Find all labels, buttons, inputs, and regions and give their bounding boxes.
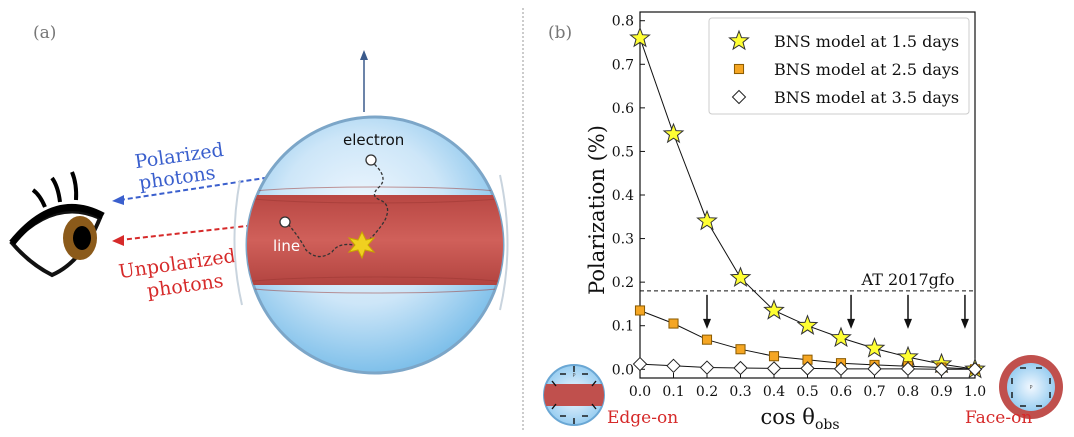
explosion-icon bbox=[347, 230, 376, 260]
x-tick-label: 0.7 bbox=[863, 384, 885, 400]
x-tick-label: 0.2 bbox=[696, 384, 718, 400]
panel-a-label: (a) bbox=[33, 23, 56, 43]
data-point-3 bbox=[867, 361, 882, 377]
face-on-label: Face-on bbox=[965, 408, 1032, 428]
data-point-1 bbox=[662, 122, 685, 144]
line-label: line bbox=[273, 237, 300, 255]
x-tick-label: 0.8 bbox=[897, 384, 919, 400]
face-inset-text: P bbox=[1029, 385, 1032, 391]
edge-on-inset: P bbox=[543, 364, 605, 426]
legend-marker-1 bbox=[728, 29, 750, 51]
data-point-2 bbox=[634, 305, 646, 316]
data-point-2 bbox=[701, 334, 713, 345]
y-tick-label: 0.8 bbox=[612, 14, 634, 30]
eye-icon bbox=[9, 171, 105, 278]
y-tick-label: 0.4 bbox=[612, 188, 634, 204]
upper-limit-arrowhead bbox=[703, 318, 711, 329]
polarization-chart: 0.0 0.1 0.2 0.3 0.4 0.5 0.6 0.7 0.8 0.9 1.0 0.0 0.1 0… bbox=[612, 11, 986, 400]
data-point-2 bbox=[668, 318, 679, 329]
data-point-3 bbox=[967, 362, 983, 377]
edge-inset-text: P bbox=[572, 373, 575, 379]
x-tick-label: 0.6 bbox=[830, 384, 852, 400]
limit-label: AT 2017gfo bbox=[861, 270, 955, 289]
equatorial-band bbox=[247, 195, 503, 285]
x-tick-label: 0.1 bbox=[662, 384, 684, 400]
legend-label-3: BNS model at 3.5 days bbox=[774, 88, 959, 107]
data-point-1 bbox=[863, 336, 886, 358]
data-point-1 bbox=[696, 209, 718, 231]
y-tick-label: 0.7 bbox=[612, 57, 634, 73]
data-point-3 bbox=[699, 360, 715, 375]
data-point-3 bbox=[900, 361, 916, 377]
data-point-1 bbox=[763, 299, 785, 320]
x-tick-label: 0.0 bbox=[629, 384, 651, 400]
panel-b-label: (b) bbox=[548, 23, 572, 43]
data-point-3 bbox=[733, 360, 748, 376]
data-point-3 bbox=[666, 358, 681, 374]
face-on-inset: P bbox=[999, 355, 1063, 419]
data-point-1 bbox=[796, 314, 819, 335]
data-point-2 bbox=[768, 351, 780, 362]
legend-marker-2 bbox=[733, 63, 745, 75]
x-tick-label: 0.5 bbox=[796, 384, 818, 400]
ejecta-sphere bbox=[233, 115, 509, 375]
data-point-3 bbox=[766, 361, 782, 376]
data-point-3 bbox=[632, 356, 648, 372]
y-tick-label: 0.3 bbox=[612, 232, 634, 248]
y-tick-label: 0.1 bbox=[612, 319, 634, 335]
legend-label-2: BNS model at 2.5 days bbox=[774, 60, 959, 79]
y-tick-label: 0.5 bbox=[612, 144, 634, 160]
data-point-1 bbox=[830, 326, 852, 348]
unpolarized-arrowhead bbox=[112, 235, 124, 246]
edge-on-label: Edge-on bbox=[607, 408, 678, 428]
data-point-1 bbox=[629, 26, 651, 48]
data-point-3 bbox=[800, 361, 815, 376]
upper-limit-arrowhead bbox=[847, 318, 856, 329]
photon-path-line bbox=[287, 223, 363, 258]
data-point-2 bbox=[735, 344, 746, 355]
legend-marker-3 bbox=[731, 89, 747, 105]
data-point-3 bbox=[833, 361, 849, 377]
y-axis-label: Polarization (%) bbox=[585, 125, 609, 295]
y-tick-label: 0.2 bbox=[612, 275, 634, 291]
upper-limit-arrowhead bbox=[904, 318, 912, 329]
line-dot bbox=[279, 216, 291, 228]
legend-box bbox=[708, 17, 970, 115]
x-tick-label: 0.3 bbox=[729, 384, 751, 400]
photon-path-electron bbox=[361, 159, 389, 248]
x-tick-label: 0.9 bbox=[930, 384, 952, 400]
data-point-1 bbox=[729, 266, 752, 288]
x-tick-label: 1.0 bbox=[964, 384, 986, 400]
electron-label: electron bbox=[343, 131, 404, 149]
electron-dot bbox=[365, 154, 377, 166]
x-axis-label: cos θobs bbox=[760, 405, 839, 433]
x-tick-label: 0.4 bbox=[763, 384, 785, 400]
data-point-3 bbox=[934, 362, 949, 377]
polarized-arrowhead bbox=[112, 195, 124, 205]
y-tick-label: 0.6 bbox=[612, 101, 634, 117]
upper-limit-arrowhead bbox=[960, 318, 969, 329]
legend-label-1: BNS model at 1.5 days bbox=[774, 32, 959, 51]
y-tick-label: 0.0 bbox=[612, 362, 634, 378]
